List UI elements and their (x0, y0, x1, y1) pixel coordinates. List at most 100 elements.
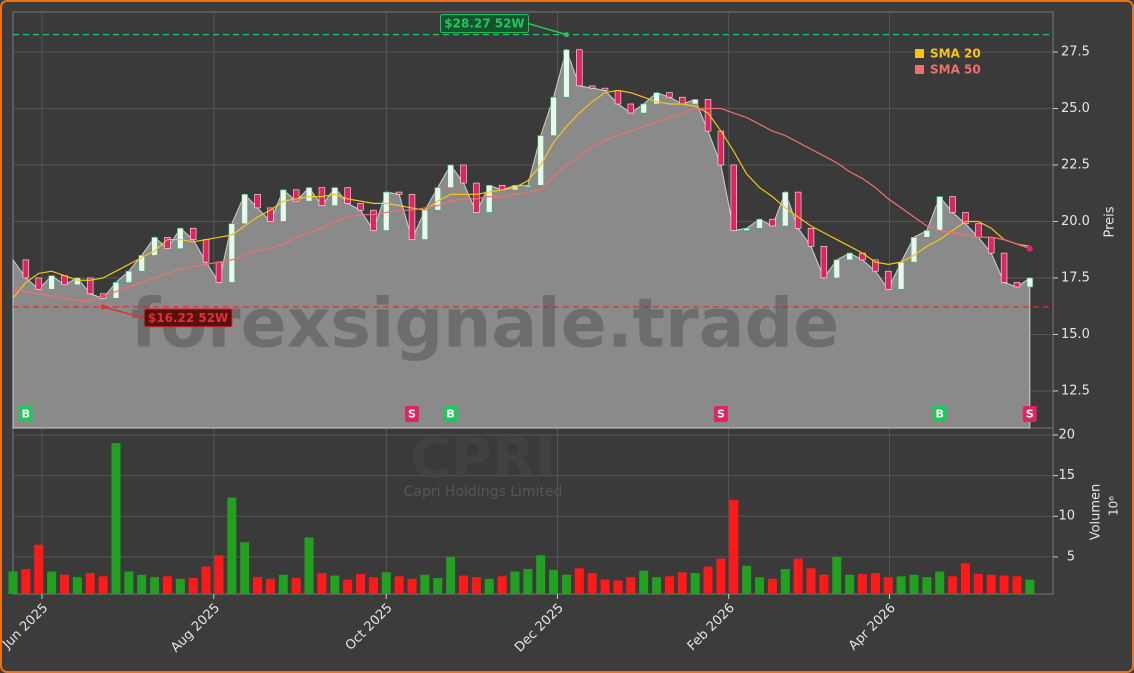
signal-badge (1022, 406, 1037, 422)
candle-body (370, 209, 377, 231)
volume-bar (703, 566, 713, 594)
candle-body (190, 227, 197, 240)
volume-bar (34, 544, 44, 594)
candle-body (563, 49, 570, 98)
candle-body (280, 189, 287, 222)
volume-bar (600, 579, 610, 594)
volume-bar (98, 576, 108, 594)
candle-body (1013, 282, 1021, 288)
candle-body (601, 87, 609, 91)
volume-bar (484, 578, 494, 594)
volume-tick-label: 20 (1058, 427, 1075, 442)
volume-bar (253, 577, 263, 594)
candle-body (48, 275, 55, 290)
volume-bar (446, 556, 456, 594)
signal-badge (932, 406, 947, 422)
candle-body (267, 207, 274, 222)
candle-body (408, 194, 416, 240)
legend-swatch (915, 65, 924, 74)
volume-bar (137, 574, 147, 594)
volume-bar (471, 577, 481, 594)
symbol-watermark: CPRI (410, 426, 556, 491)
volume-bar (21, 569, 31, 594)
volume-tick-label: 5 (1067, 549, 1075, 564)
candle-body (164, 236, 171, 249)
y-tick-label: 22.5 (1061, 157, 1090, 172)
candle-body (666, 92, 673, 98)
volume-bar (47, 571, 57, 594)
candle-body (74, 277, 81, 286)
y-tick-label: 27.5 (1061, 44, 1090, 59)
y-tick-label: 17.5 (1061, 270, 1090, 285)
volume-bar (639, 570, 649, 594)
candle-body (305, 187, 313, 202)
candle-body (395, 191, 403, 195)
candle-body (473, 182, 480, 213)
candle-body (769, 218, 776, 227)
volume-bar (458, 575, 468, 594)
legend-label: SMA 50 (930, 63, 981, 77)
candle-body (807, 227, 815, 247)
52w-label-box (143, 308, 233, 328)
candle-body (61, 275, 68, 286)
signal-label: B (936, 408, 944, 421)
volume-bar (265, 578, 275, 594)
volume-bar (162, 576, 172, 594)
volume-bar (690, 573, 700, 594)
volume-bar (909, 574, 919, 594)
volume-bar (664, 576, 674, 594)
candle-body (35, 277, 42, 290)
candle-body (138, 255, 145, 272)
candle-body (447, 164, 454, 188)
volume-bar (755, 577, 765, 594)
signal-label: S (1026, 408, 1034, 421)
candle-body (331, 187, 338, 206)
candle-body (614, 90, 622, 105)
volume-bar (72, 577, 82, 594)
sma-line (12, 89, 1030, 299)
52w-label: $28.27 52W (444, 17, 524, 31)
volume-bar (188, 577, 198, 594)
watermark: forexsignale.trade (131, 285, 840, 364)
candle-body (215, 261, 223, 283)
candle-body (679, 96, 686, 105)
legend-label: SMA 20 (930, 47, 981, 61)
volume-bar (343, 579, 353, 594)
volume-bar (85, 573, 95, 594)
volume-bar (1025, 579, 1035, 594)
volume-bar (330, 575, 340, 594)
volume-bar (59, 574, 69, 594)
candle-body (910, 236, 918, 263)
volume-bar (883, 577, 893, 594)
volume-bar (497, 576, 507, 594)
volume-bar (510, 571, 520, 594)
volume-bar (742, 565, 752, 594)
candle-body (202, 239, 210, 263)
candle-body (22, 259, 30, 279)
52w-label: $16.22 52W (148, 311, 228, 325)
candle-body (87, 277, 94, 295)
candle-body (988, 236, 995, 254)
volume-tick-label: 15 (1058, 468, 1075, 483)
volume-bar (124, 571, 134, 594)
volume-bar (8, 571, 18, 594)
candle-body (125, 270, 133, 283)
volume-bar (214, 555, 224, 594)
candle-body (460, 164, 467, 184)
candle-body (228, 223, 236, 283)
volume-bar (111, 443, 121, 594)
candle-body (550, 96, 557, 136)
volume-bar (870, 573, 880, 594)
candle-body (357, 203, 364, 211)
volume-bar (175, 578, 185, 594)
candle-body (1000, 252, 1008, 283)
candle-body (241, 194, 248, 225)
candle-body (730, 164, 737, 231)
volume-bar (626, 577, 636, 594)
volume-bar (368, 577, 378, 594)
volume-bar (767, 578, 777, 594)
candle-body (885, 270, 892, 290)
y-tick-label: 15.0 (1061, 327, 1090, 342)
candle-body (743, 227, 750, 231)
signal-badge (405, 406, 420, 422)
